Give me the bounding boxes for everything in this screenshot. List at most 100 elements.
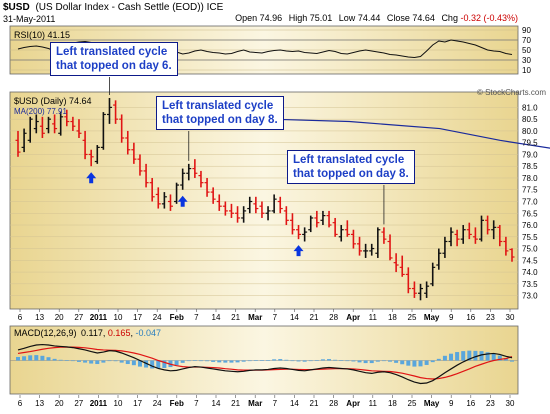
price-bar <box>503 236 509 256</box>
macd-x-tick-label: 27 <box>74 399 83 408</box>
macd-histogram-bar <box>375 360 380 362</box>
price-bar <box>448 227 454 247</box>
macd-histogram-bar <box>406 360 411 366</box>
price-bar <box>174 182 180 204</box>
price-x-tick-label: 27 <box>74 313 83 322</box>
symbol: $USD <box>3 2 30 13</box>
price-bar <box>216 194 222 211</box>
price-legend: $USD (Daily) 74.64 <box>14 96 92 106</box>
price-bar <box>393 253 399 273</box>
price-x-tick-label: 14 <box>290 313 299 322</box>
macd-histogram-bar <box>272 359 277 361</box>
rsi-y-tick: 90 <box>522 26 531 35</box>
price-bar <box>64 109 70 127</box>
price-y-tick: 73.0 <box>522 292 538 301</box>
price-x-tick-label: 24 <box>153 313 162 322</box>
macd-x-tick-label: 10 <box>114 399 123 408</box>
rsi-y-tick: 30 <box>522 56 531 65</box>
macd-histogram-bar <box>83 360 88 363</box>
macd-histogram-bar <box>46 357 51 361</box>
macd-histogram-bar <box>296 360 301 362</box>
price-bar <box>155 187 161 209</box>
price-bar <box>472 227 478 244</box>
macd-histogram-bar <box>150 360 155 369</box>
macd-histogram-bar <box>101 360 106 363</box>
macd-histogram-bar <box>229 360 234 363</box>
price-x-tick-label: Feb <box>170 313 184 322</box>
annotation-line: Left translated cycle <box>293 154 405 166</box>
price-bar <box>259 201 265 218</box>
price-bar <box>167 194 173 211</box>
macd-line <box>17 343 513 385</box>
macd-histogram-bar <box>241 360 246 362</box>
macd-histogram-bar <box>266 360 271 361</box>
macd-x-tick-label: 13 <box>35 399 44 408</box>
macd-x-tick-label: 23 <box>486 399 495 408</box>
price-bar <box>418 283 424 301</box>
macd-histogram-bar <box>113 360 118 362</box>
macd-histogram-bar <box>473 350 478 361</box>
price-y-tick: 76.5 <box>522 209 538 218</box>
price-bar <box>228 203 234 218</box>
macd-x-tick-label: 30 <box>506 399 515 408</box>
price-y-tick: 79.5 <box>522 139 538 148</box>
price-bar <box>436 248 442 270</box>
macd-histogram-bar <box>369 360 374 364</box>
price-bar <box>180 168 186 190</box>
macd-histogram-bar <box>162 360 167 369</box>
macd-histogram-bar <box>449 353 454 361</box>
macd-x-tick-label: 6 <box>18 399 23 408</box>
price-bar <box>76 119 82 138</box>
macd-x-tick-label: 21 <box>310 399 319 408</box>
macd-panel <box>9 325 519 395</box>
annotation-line: that topped on day 6. <box>56 60 172 72</box>
macd-histogram-bar <box>510 360 514 362</box>
price-bar <box>94 145 100 164</box>
price-bar <box>430 262 436 287</box>
macd-histogram-bar <box>314 360 319 361</box>
price-x-tick-label: 10 <box>114 313 123 322</box>
macd-histogram-bar <box>455 352 460 361</box>
macd-histogram-bar <box>412 360 417 367</box>
macd-histogram-bar <box>156 360 161 369</box>
annotation-line: Left translated cycle <box>162 100 274 112</box>
price-bar <box>411 281 417 298</box>
price-bar <box>332 217 338 237</box>
price-bar <box>277 196 283 214</box>
price-y-axis: 73.0 73.5 74.0 74.5 75.0 75.5 76.0 76.5 77.0 77.5… <box>522 103 538 300</box>
price-bar <box>289 213 295 235</box>
macd-histogram-bar <box>503 358 508 361</box>
price-bar <box>296 225 302 240</box>
macd-histogram-bar <box>381 360 386 362</box>
price-bar <box>161 192 167 209</box>
price-bar <box>369 243 375 256</box>
macd-histogram-bar <box>253 360 258 361</box>
price-y-tick: 73.5 <box>522 280 538 289</box>
price-bar <box>125 130 131 155</box>
price-bar <box>70 116 76 131</box>
price-bar <box>344 220 350 237</box>
price-bar <box>39 116 45 138</box>
price-bar <box>241 206 247 223</box>
price-bar <box>479 215 485 242</box>
rsi-y-tick: 50 <box>522 46 531 55</box>
price-bar <box>27 116 33 143</box>
price-y-tick: 79.0 <box>522 150 538 159</box>
price-bar <box>88 149 94 167</box>
macd-histogram-bar <box>198 360 203 362</box>
change-value: -0.32 (-0.43%) <box>460 13 518 23</box>
price-bar <box>320 210 326 226</box>
macd-histogram-bar <box>442 355 447 361</box>
price-bar <box>247 196 253 214</box>
macd-histogram-bar <box>52 358 57 361</box>
macd-histogram-bar <box>388 360 393 362</box>
macd-histogram-bar <box>363 360 368 364</box>
rsi-y-tick: 70 <box>522 36 531 45</box>
price-bar <box>82 130 88 160</box>
price-bar <box>357 236 363 256</box>
price-bar <box>350 229 356 249</box>
macd-x-tick-label: 16 <box>466 399 475 408</box>
macd-histogram-bar <box>357 360 362 363</box>
price-x-tick-label: 18 <box>388 313 397 322</box>
price-bar <box>271 194 277 214</box>
